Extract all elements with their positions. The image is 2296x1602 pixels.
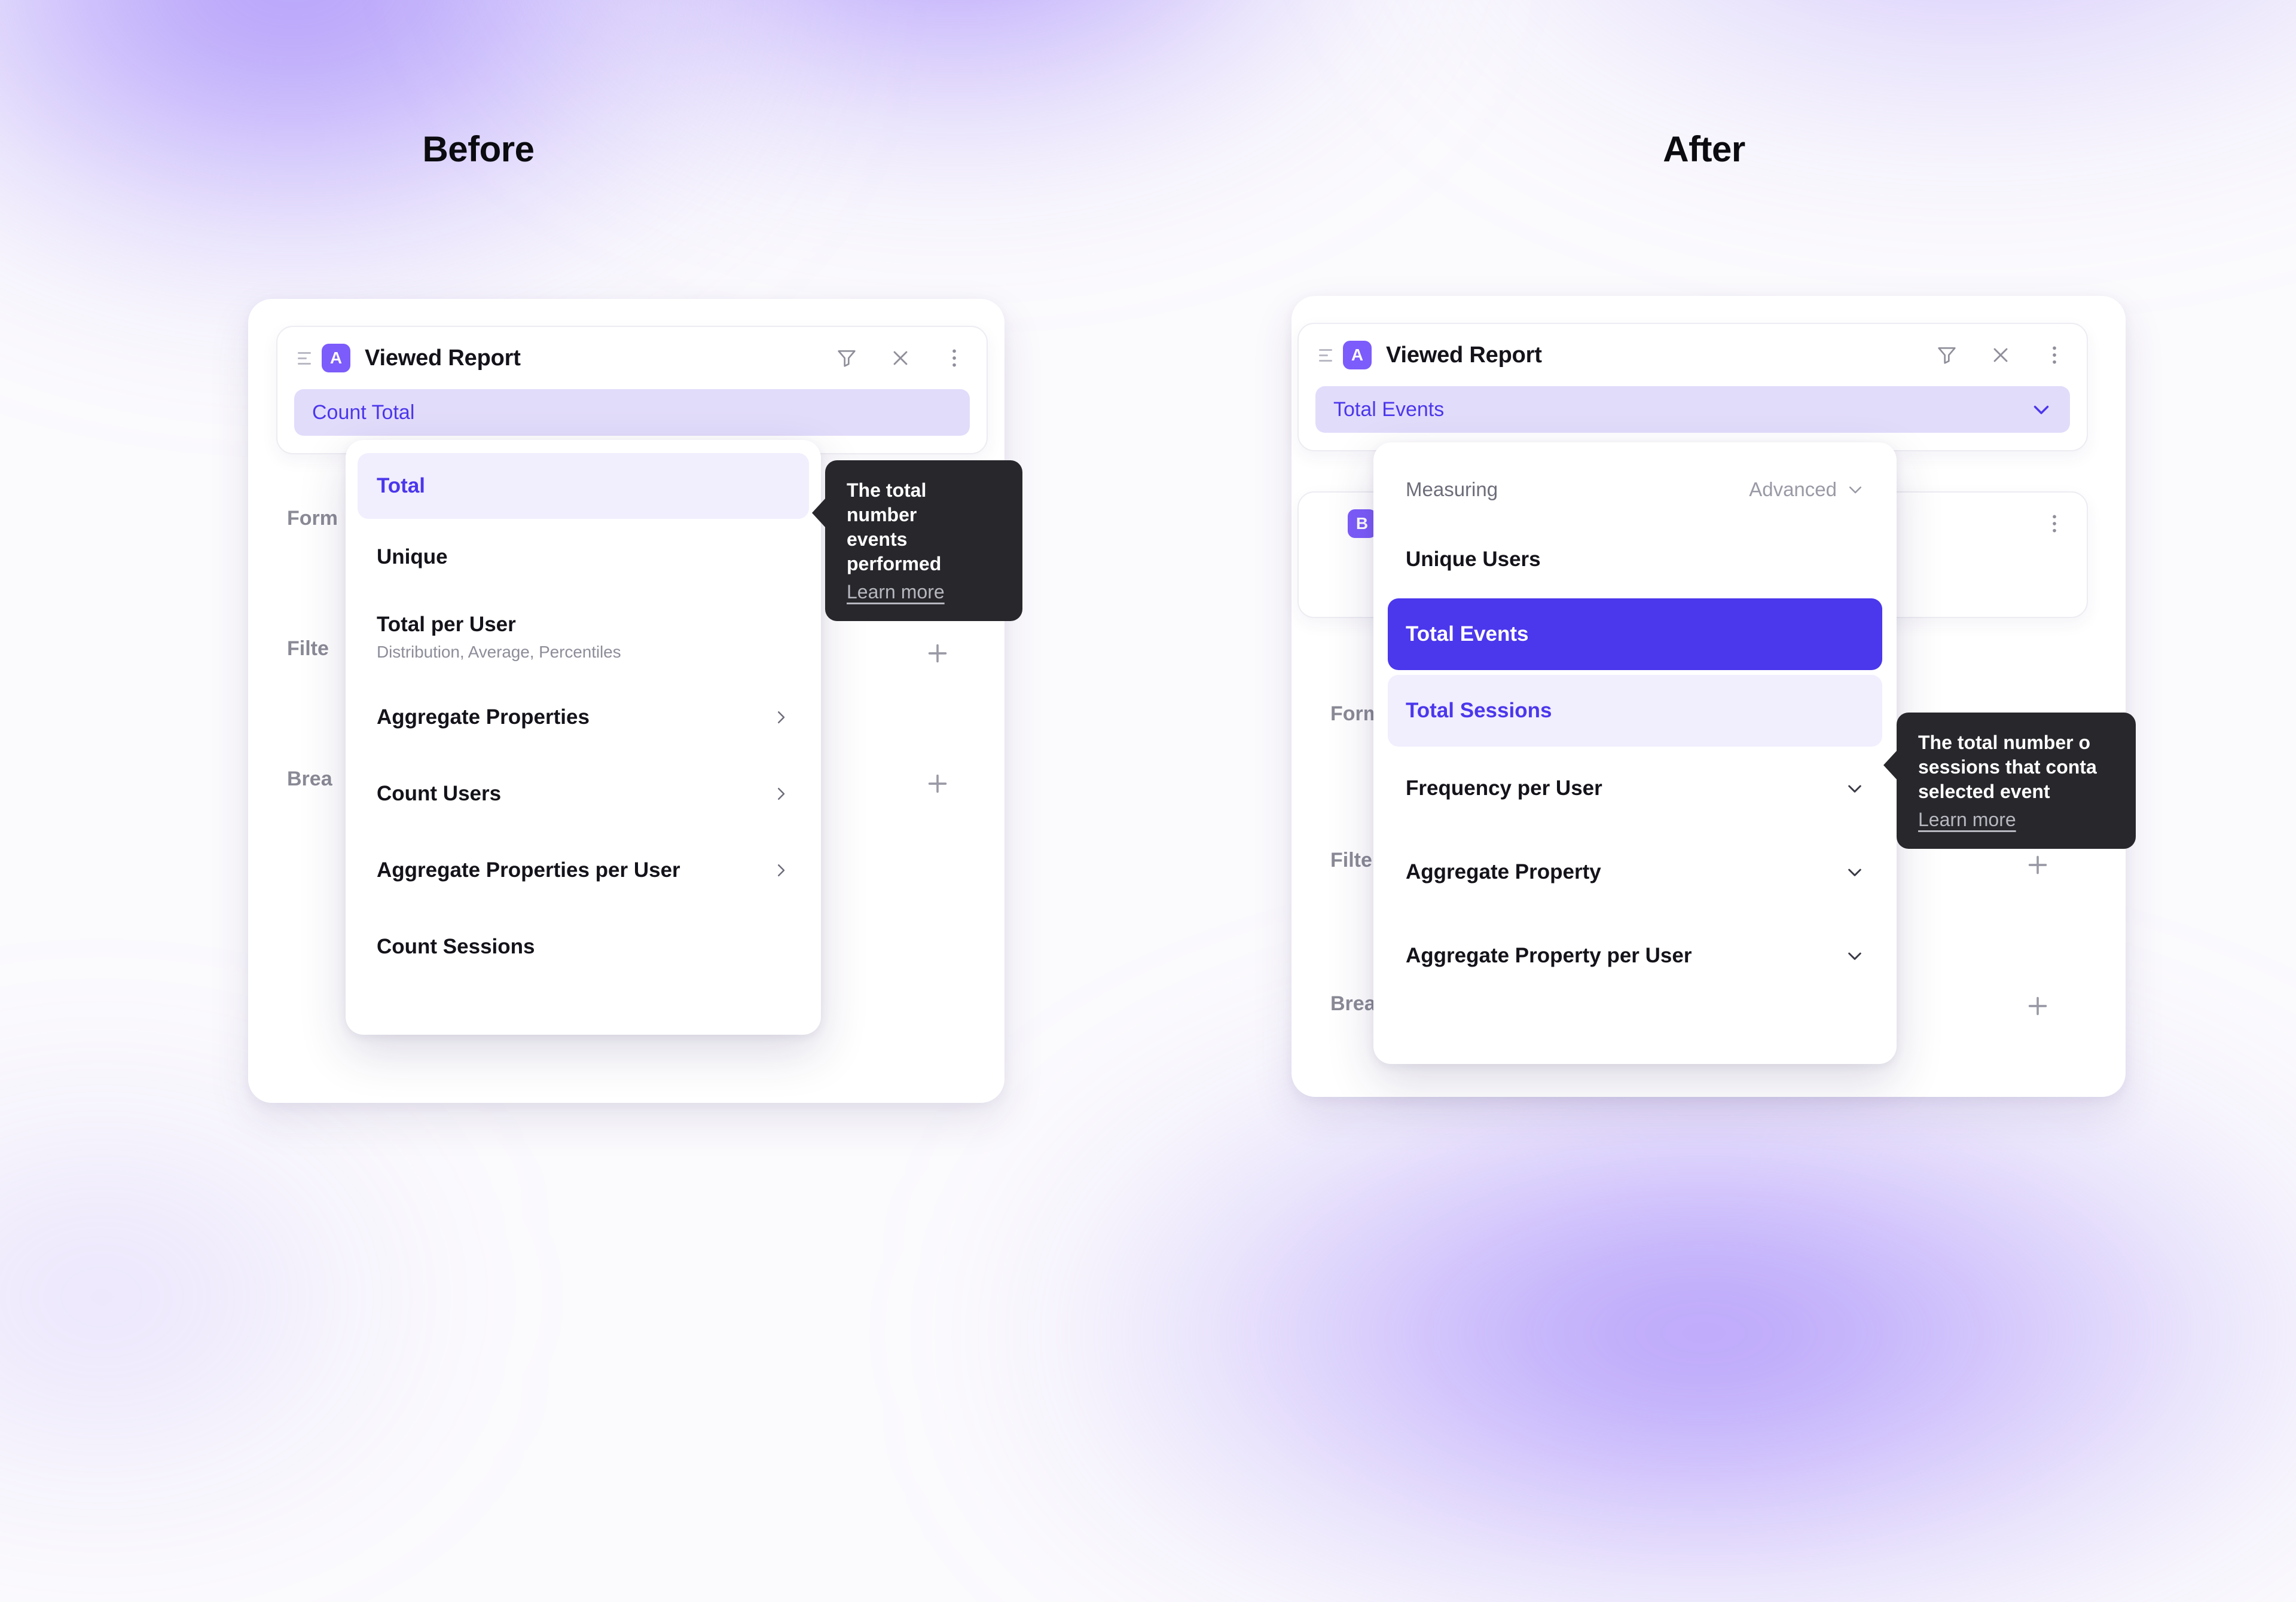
menu-item-label: Count Sessions	[377, 935, 535, 958]
menu-item-count-users[interactable]: Count Users	[358, 756, 809, 832]
tooltip-line-1: The total number o	[1918, 732, 2090, 753]
before-add-breakdown-button[interactable]	[924, 770, 951, 797]
before-measure-menu: Total Unique Total per User Distribution…	[346, 440, 821, 1035]
menu-item-label: Aggregate Property per User	[1406, 944, 1692, 967]
menu-item-aggregate-properties-per-user[interactable]: Aggregate Properties per User	[358, 832, 809, 909]
chevron-down-icon	[1846, 481, 1864, 499]
after-measure-value: Total Events	[1333, 398, 1445, 421]
after-row-label-filter: Filte	[1330, 849, 1372, 872]
chevron-down-icon	[1845, 863, 1864, 882]
menu-item-unique[interactable]: Unique	[358, 519, 809, 595]
after-add-breakdown-button[interactable]	[2024, 992, 2051, 1020]
section-title-after: After	[1663, 129, 1745, 169]
after-menu-advanced-label: Advanced	[1749, 478, 1837, 500]
chevron-down-icon	[1845, 779, 1864, 798]
tooltip-learn-more-link[interactable]: Learn more	[1918, 808, 2016, 830]
menu-item-label: Aggregate Properties per User	[377, 858, 680, 882]
more-vertical-icon[interactable]	[942, 346, 966, 370]
after-event-b-header: B	[1299, 493, 2087, 555]
menu-item-total-events[interactable]: Total Events	[1388, 598, 1882, 670]
menu-item-aggregate-property[interactable]: Aggregate Property	[1388, 830, 1882, 914]
filter-icon[interactable]	[835, 346, 859, 370]
glow-top-left	[0, 0, 741, 251]
chevron-down-icon	[2031, 399, 2052, 420]
tooltip-learn-more-link[interactable]: Learn more	[847, 580, 945, 603]
filter-icon[interactable]	[1935, 343, 1959, 367]
menu-item-label: Total per User	[377, 613, 516, 636]
glow-top-right	[1435, 0, 2296, 120]
chevron-right-icon	[772, 708, 790, 726]
tooltip-arrow	[812, 497, 826, 528]
tooltip-line-2: sessions that conta	[1918, 756, 2097, 778]
event-badge-a: A	[322, 344, 350, 372]
glow-bottom-center	[1046, 1064, 2296, 1602]
menu-item-count-sessions[interactable]: Count Sessions	[358, 909, 809, 985]
drag-handle-icon[interactable]	[298, 348, 318, 368]
menu-item-label: Aggregate Properties	[377, 705, 590, 729]
close-icon[interactable]	[889, 346, 912, 370]
tooltip-line-2: events performed	[847, 528, 942, 574]
before-row-label-breakdown: Brea	[287, 768, 332, 790]
section-title-before: Before	[422, 129, 535, 169]
menu-item-unique-users[interactable]: Unique Users	[1388, 521, 1882, 598]
event-badge-a: A	[1343, 341, 1372, 369]
menu-item-aggregate-properties[interactable]: Aggregate Properties	[358, 679, 809, 756]
glow-bottom-left	[0, 1112, 430, 1482]
menu-item-total[interactable]: Total	[358, 453, 809, 519]
after-add-filter-button[interactable]	[2024, 851, 2051, 879]
menu-item-label: Total Events	[1406, 622, 1529, 646]
before-tooltip: The total number events performed Learn …	[812, 460, 1022, 621]
chevron-right-icon	[772, 861, 790, 879]
more-vertical-icon[interactable]	[2042, 512, 2066, 536]
before-event-header: A Viewed Report	[277, 327, 987, 389]
menu-item-label: Frequency per User	[1406, 776, 1602, 800]
before-event-title: Viewed Report	[365, 345, 521, 371]
menu-item-aggregate-property-per-user[interactable]: Aggregate Property per User	[1388, 914, 1882, 998]
chevron-right-icon	[772, 785, 790, 803]
tooltip-line-3: selected event	[1918, 780, 2050, 802]
after-measure-pill[interactable]: Total Events	[1315, 386, 2070, 433]
after-event-header: A Viewed Report	[1299, 324, 2087, 386]
event-badge-b: B	[1348, 509, 1376, 538]
menu-item-label: Unique Users	[1406, 548, 1541, 571]
after-event-b-icons	[2042, 512, 2066, 536]
chevron-down-icon	[1845, 946, 1864, 965]
before-row-label-formula: Form	[287, 507, 338, 530]
after-measure-menu: Measuring Advanced Unique Users Total Ev…	[1373, 442, 1897, 1064]
before-header-icons	[835, 346, 966, 370]
before-measure-value: Count Total	[312, 400, 415, 424]
after-menu-header: Measuring Advanced	[1388, 458, 1882, 521]
before-event-card: A Viewed Report Count Total	[276, 326, 988, 454]
after-menu-advanced-toggle[interactable]: Advanced	[1749, 478, 1864, 501]
before-measure-pill[interactable]: Count Total	[294, 389, 970, 436]
after-event-card-a: A Viewed Report Total Events	[1297, 323, 2088, 451]
menu-item-total-sessions[interactable]: Total Sessions	[1388, 675, 1882, 747]
close-icon[interactable]	[1989, 343, 2013, 367]
menu-item-label: Unique	[377, 545, 448, 568]
before-add-filter-button[interactable]	[924, 640, 951, 667]
menu-item-label: Total	[377, 474, 426, 497]
after-header-icons	[1935, 343, 2066, 367]
menu-item-label: Total Sessions	[1406, 699, 1552, 722]
after-menu-header-label: Measuring	[1406, 478, 1498, 500]
drag-handle-icon[interactable]	[1319, 345, 1339, 365]
menu-item-label: Count Users	[377, 782, 502, 805]
before-row-label-filter: Filte	[287, 637, 329, 660]
after-row-label-formula: Form	[1330, 702, 1381, 725]
tooltip-arrow	[1883, 750, 1898, 781]
after-event-title: Viewed Report	[1386, 342, 1542, 368]
more-vertical-icon[interactable]	[2042, 343, 2066, 367]
tooltip-line-1: The total number	[847, 479, 927, 525]
menu-item-total-per-user[interactable]: Total per User Distribution, Average, Pe…	[358, 595, 809, 679]
menu-item-label: Aggregate Property	[1406, 860, 1601, 883]
after-tooltip: The total number o sessions that conta s…	[1883, 713, 2136, 849]
after-row-label-breakdown: Brea	[1330, 992, 1376, 1015]
menu-item-textwrap: Total per User Distribution, Average, Pe…	[377, 613, 790, 662]
menu-item-frequency-per-user[interactable]: Frequency per User	[1388, 747, 1882, 830]
menu-item-sublabel: Distribution, Average, Percentiles	[377, 643, 621, 661]
